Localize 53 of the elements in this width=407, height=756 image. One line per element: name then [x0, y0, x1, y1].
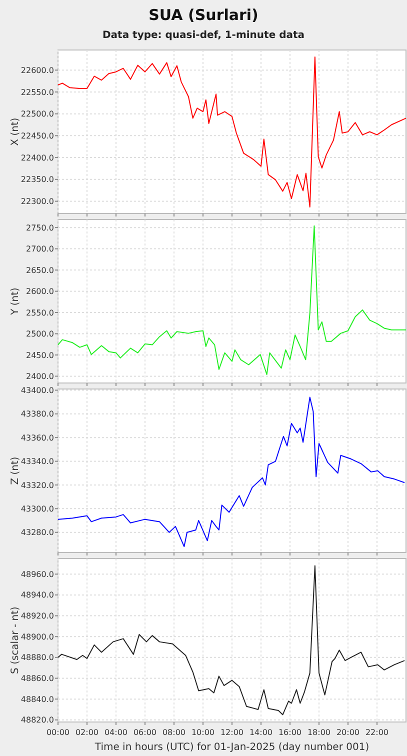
y-tick-label: 43340.0: [20, 457, 54, 466]
y-tick-label: 22550.0: [20, 88, 54, 97]
y-tick-label: 48840.0: [20, 694, 54, 704]
y-tick-label: 2600.0: [26, 287, 54, 296]
chart-subtitle: Data type: quasi-def, 1-minute data: [102, 30, 305, 41]
x-tick-label: 18:00: [307, 728, 331, 737]
x-tick-label: 12:00: [220, 728, 244, 737]
y-tick-label: 48920.0: [20, 612, 54, 621]
x-tick-label: 20:00: [336, 728, 360, 737]
x-axis-title: Time in hours (UTC) for 01-Jan-2025 (day number 001): [94, 742, 370, 753]
y-tick-label: 2500.0: [26, 330, 54, 339]
y-tick-label: 22500.0: [20, 110, 54, 119]
y-tick-label: 22600.0: [20, 66, 54, 75]
y-axis-title: X (nt): [10, 118, 21, 146]
x-tick-label: 14:00: [249, 728, 273, 737]
x-tick-label: 16:00: [278, 728, 302, 737]
y-tick-label: 22350.0: [20, 175, 54, 184]
line-series: [58, 396, 406, 548]
y-tick-label: 48900.0: [20, 632, 54, 642]
y-tick-label: 2550.0: [26, 308, 54, 318]
y-tick-label: 43280.0: [20, 528, 54, 538]
y-tick-label: 48940.0: [20, 590, 54, 600]
x-tick-label: 04:00: [104, 728, 128, 737]
x-tick-label: 10:00: [191, 728, 215, 737]
x-tick-label: 06:00: [133, 728, 157, 737]
y-tick-label: 2450.0: [26, 350, 54, 360]
y-tick-label: 43400.0: [20, 386, 54, 395]
y-tick-label: 43320.0: [20, 480, 54, 490]
y-tick-label: 22300.0: [20, 197, 54, 206]
y-tick-label: 2700.0: [26, 244, 54, 254]
y-tick-label: 48820.0: [20, 716, 54, 725]
y-tick-label: 22450.0: [20, 131, 54, 140]
x-tick-label: 00:00: [46, 728, 70, 737]
y-tick-label: 43380.0: [20, 410, 54, 419]
line-series: [58, 56, 406, 208]
y-tick-label: 2750.0: [26, 223, 54, 232]
line-series: [58, 565, 406, 716]
x-tick-label: 02:00: [75, 728, 99, 737]
y-axis-title: Z (nt): [10, 456, 21, 485]
y-tick-label: 43360.0: [20, 433, 54, 442]
line-series: [58, 225, 406, 376]
y-tick-label: 2650.0: [26, 266, 54, 275]
y-axis-title: Y (nt): [10, 287, 21, 316]
y-tick-label: 22400.0: [20, 153, 54, 162]
y-tick-label: 43300.0: [20, 504, 54, 514]
x-tick-label: 22:00: [365, 728, 389, 737]
y-tick-label: 2400.0: [26, 372, 54, 382]
x-tick-label: 08:00: [162, 728, 186, 737]
y-axis-title: S (scalar - nt): [10, 606, 21, 674]
y-tick-label: 48960.0: [20, 570, 54, 579]
y-tick-label: 48860.0: [20, 674, 54, 684]
y-tick-label: 48880.0: [20, 653, 54, 662]
chart-title: SUA (Surlari): [148, 6, 258, 24]
